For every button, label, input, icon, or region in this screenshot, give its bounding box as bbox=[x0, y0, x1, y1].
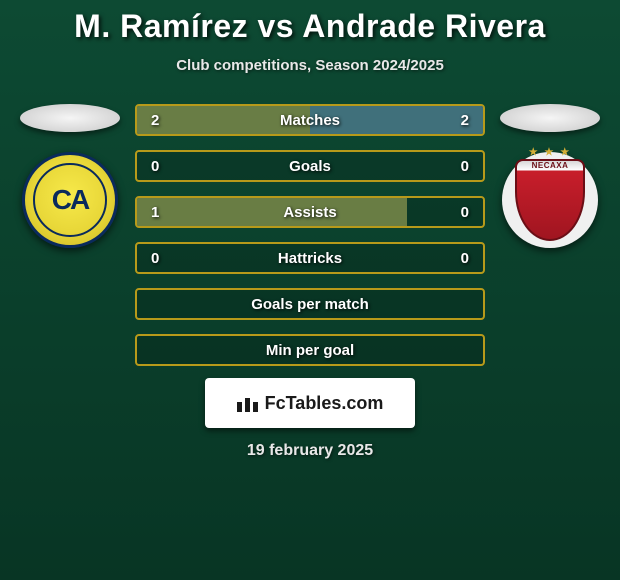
stat-value-right: 0 bbox=[461, 158, 469, 175]
player-right-photo-placeholder bbox=[500, 104, 600, 132]
stat-bar: 1 Assists 0 bbox=[135, 196, 485, 228]
stats-area: 2 Matches 2 0 Goals 0 1 Assists 0 0 Hattricks 0 Goal… bbox=[0, 104, 620, 366]
club-logo-left bbox=[22, 152, 118, 248]
stat-fill-left bbox=[137, 198, 407, 226]
comparison-subtitle: Club competitions, Season 2024/2025 bbox=[0, 57, 620, 74]
stat-bar: Min per goal bbox=[135, 334, 485, 366]
stat-value-left: 1 bbox=[151, 204, 159, 221]
stat-label: Goals bbox=[289, 158, 331, 175]
stat-value-left: 0 bbox=[151, 158, 159, 175]
stat-bar: 0 Goals 0 bbox=[135, 150, 485, 182]
brand-text: FcTables.com bbox=[265, 393, 384, 414]
stat-label: Hattricks bbox=[278, 250, 342, 267]
stat-bars-column: 2 Matches 2 0 Goals 0 1 Assists 0 0 Hattricks 0 Goal… bbox=[135, 104, 485, 366]
left-player-column bbox=[15, 104, 125, 248]
stat-label: Matches bbox=[280, 112, 340, 129]
necaxa-shield-icon: ★ ★ ★ NECAXA bbox=[515, 159, 585, 241]
stat-value-right: 2 bbox=[461, 112, 469, 129]
stat-bar: 0 Hattricks 0 bbox=[135, 242, 485, 274]
club-logo-right: ★ ★ ★ NECAXA bbox=[502, 152, 598, 248]
necaxa-stars-icon: ★ ★ ★ bbox=[517, 147, 583, 158]
bar-chart-icon bbox=[237, 394, 259, 412]
right-player-column: ★ ★ ★ NECAXA bbox=[495, 104, 605, 248]
stat-value-left: 2 bbox=[151, 112, 159, 129]
footer-date: 19 february 2025 bbox=[0, 442, 620, 460]
stat-value-left: 0 bbox=[151, 250, 159, 267]
brand-badge: FcTables.com bbox=[205, 378, 415, 428]
stat-label: Goals per match bbox=[251, 296, 369, 313]
stat-value-right: 0 bbox=[461, 204, 469, 221]
stat-value-right: 0 bbox=[461, 250, 469, 267]
stat-bar: Goals per match bbox=[135, 288, 485, 320]
stat-label: Min per goal bbox=[266, 342, 354, 359]
stat-label: Assists bbox=[283, 204, 336, 221]
player-left-photo-placeholder bbox=[20, 104, 120, 132]
stat-bar: 2 Matches 2 bbox=[135, 104, 485, 136]
comparison-title: M. Ramírez vs Andrade Rivera bbox=[0, 0, 620, 45]
